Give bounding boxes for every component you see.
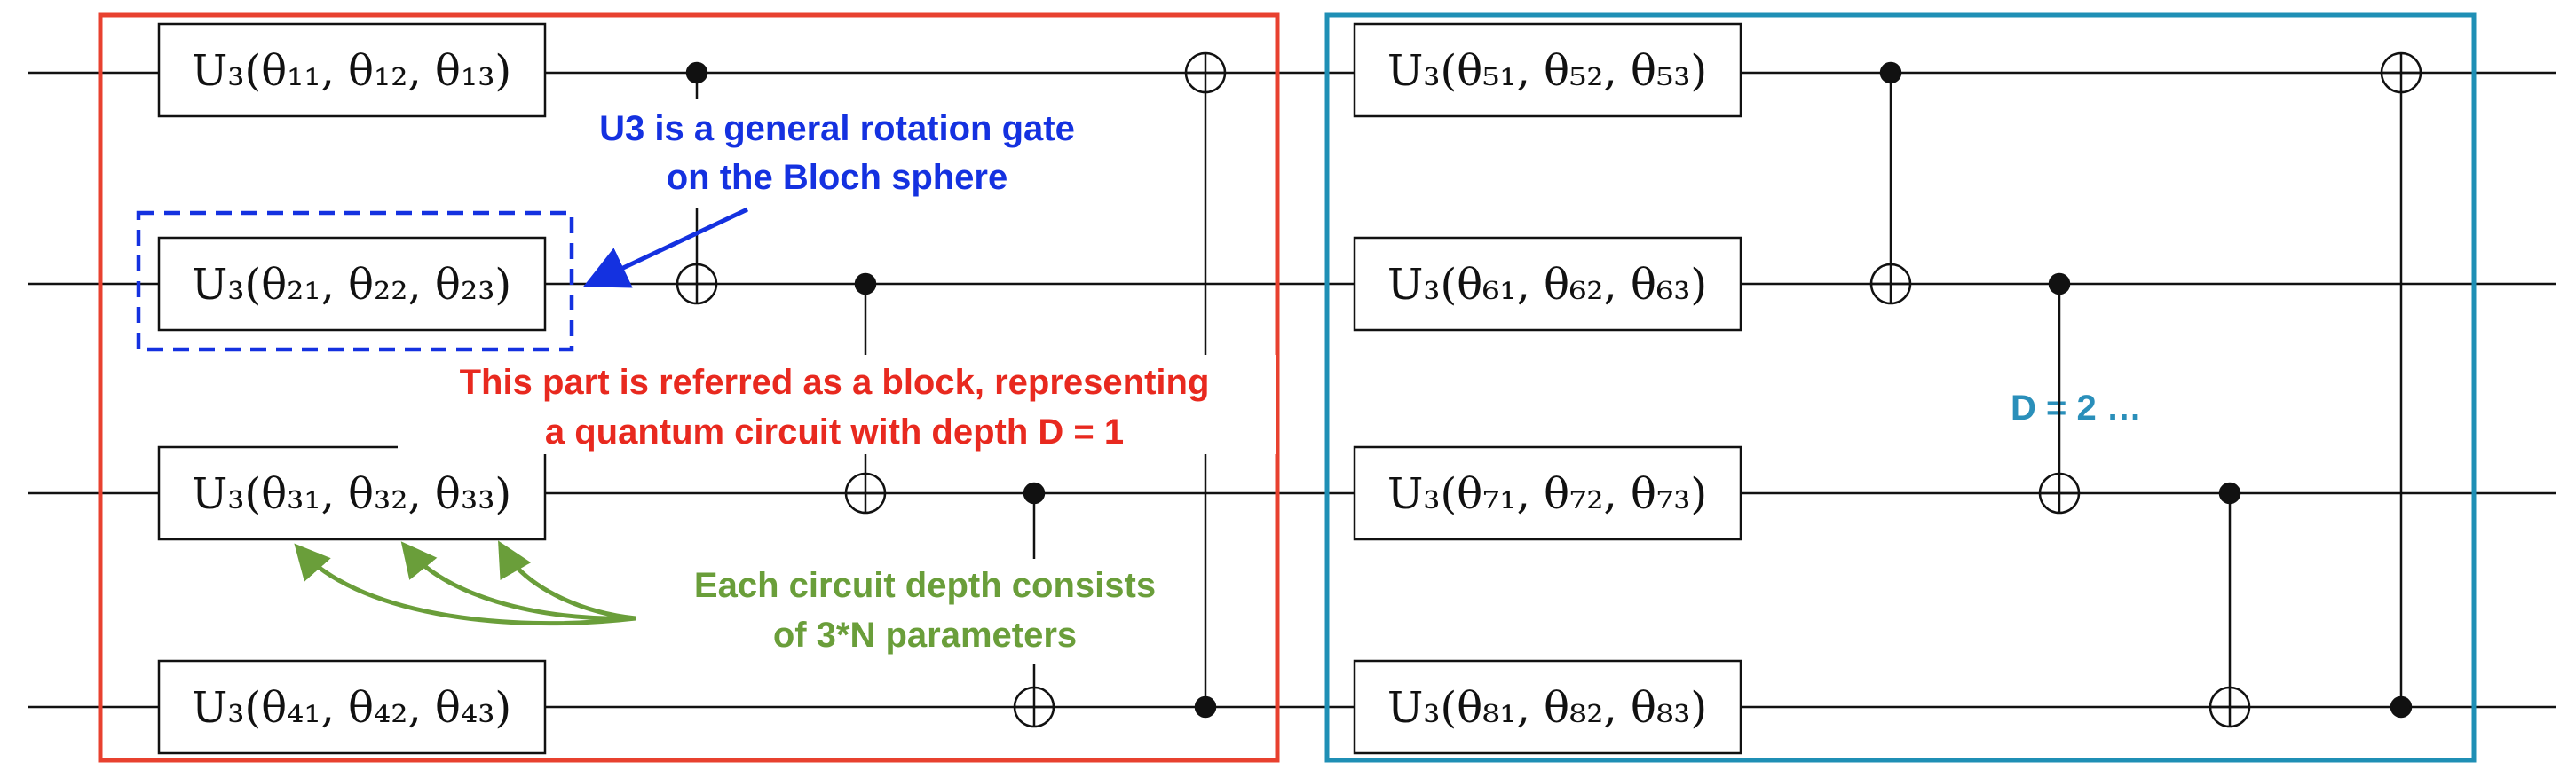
params-annotation-bg bbox=[664, 559, 1197, 664]
block-annotation: This part is referred as a block, repres… bbox=[398, 355, 1276, 454]
params-annotation-line-1: Each circuit depth consists bbox=[694, 566, 1156, 605]
u3-annotation-bg bbox=[550, 99, 1126, 208]
block-1-gates: U₃(θ₁₁, θ₁₂, θ₁₃) U₃(θ₂₁, θ₂₂, θ₂₃) U₃(θ… bbox=[157, 22, 547, 755]
u3-gate-box bbox=[157, 236, 547, 332]
cnot-gate bbox=[2209, 482, 2251, 728]
depth-2-label: D = 2 … bbox=[2011, 389, 2142, 428]
params-arrow-2 bbox=[400, 541, 636, 621]
block-annotation-line-1: This part is referred as a block, repres… bbox=[460, 363, 1210, 402]
control-dot bbox=[2390, 695, 2413, 719]
params-annotation-line-2: of 3*N parameters bbox=[773, 616, 1077, 655]
depth-2-annotation-bg bbox=[1999, 380, 2166, 431]
u3-gate-box bbox=[1353, 236, 1742, 332]
block-annotation-bg bbox=[398, 355, 1276, 454]
block-annotation-line-2: a quantum circuit with depth D = 1 bbox=[545, 413, 1124, 452]
params-arrows bbox=[294, 540, 636, 626]
control-dot bbox=[2048, 272, 2071, 295]
params-arrow-3 bbox=[498, 540, 636, 621]
u3-gate-box bbox=[157, 659, 547, 755]
u3-gate-label: U₃(θ₅₁, θ₅₂, θ₅₃) bbox=[1387, 46, 1707, 96]
u3-gate-box bbox=[1353, 22, 1742, 118]
u3-gate-label: U₃(θ₁₁, θ₁₂, θ₁₃) bbox=[192, 46, 511, 96]
u3-gate-label: U₃(θ₂₁, θ₂₂, θ₂₃) bbox=[192, 260, 511, 310]
control-dot bbox=[2218, 482, 2241, 505]
depth-2-annotation: D = 2 … bbox=[1999, 380, 2166, 431]
u3-gate-box bbox=[157, 445, 547, 541]
control-dot bbox=[1879, 61, 1902, 84]
u3-gate-label: U₃(θ₃₁, θ₃₂, θ₃₃) bbox=[192, 469, 511, 519]
u3-annotation-arrow bbox=[582, 207, 749, 288]
u3-annotation: U3 is a general rotation gate on the Blo… bbox=[550, 99, 1126, 288]
cnot-gate bbox=[2038, 272, 2081, 515]
control-dot bbox=[1023, 482, 1046, 505]
block-2-frame bbox=[1324, 12, 2477, 763]
u3-gate-box bbox=[157, 22, 547, 118]
block-2-gates: U₃(θ₅₁, θ₅₂, θ₅₃) U₃(θ₆₁, θ₆₂, θ₆₃) U₃(θ… bbox=[1353, 22, 1742, 755]
u3-annotation-line-2: on the Bloch sphere bbox=[667, 158, 1008, 197]
params-arrow-1 bbox=[294, 543, 636, 626]
u3-gate-label: U₃(θ₈₁, θ₈₂, θ₈₃) bbox=[1387, 683, 1707, 733]
u3-gate-label: U₃(θ₇₁, θ₇₂, θ₇₃) bbox=[1387, 469, 1707, 519]
block-2-cnots bbox=[1869, 51, 2422, 728]
cnot-gate bbox=[1869, 61, 1912, 305]
u3-gate-label: U₃(θ₄₁, θ₄₂, θ₄₃) bbox=[192, 683, 511, 733]
u3-gate-box bbox=[1353, 659, 1742, 755]
u3-highlight-box bbox=[136, 210, 574, 352]
block-1-frame bbox=[98, 12, 1280, 763]
cnot-gate bbox=[2380, 51, 2422, 719]
u3-gate-label: U₃(θ₆₁, θ₆₂, θ₆₃) bbox=[1387, 260, 1707, 310]
params-annotation: Each circuit depth consists of 3*N param… bbox=[294, 540, 1197, 664]
u3-annotation-line-1: U3 is a general rotation gate bbox=[599, 109, 1075, 148]
control-dot bbox=[854, 272, 877, 295]
control-dot bbox=[685, 61, 708, 84]
u3-gate-box bbox=[1353, 445, 1742, 541]
control-dot bbox=[1194, 695, 1217, 719]
